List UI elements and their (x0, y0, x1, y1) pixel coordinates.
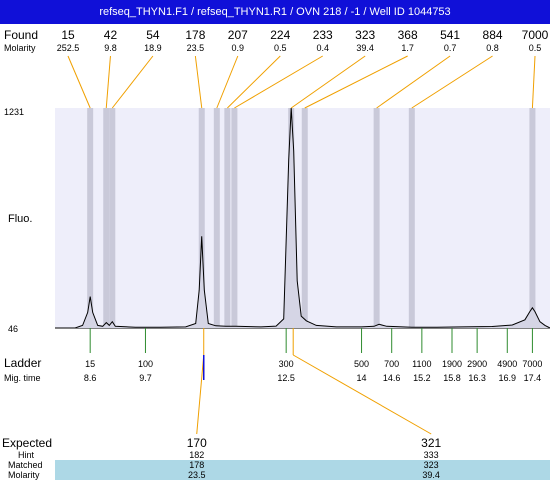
ladder-time-label: 16.3 (468, 373, 486, 383)
found-molarity-label: 23.5 (187, 43, 205, 53)
ladder-time-label: 8.6 (84, 373, 97, 383)
found-size-label: 224 (270, 28, 290, 42)
found-leader-line (111, 55, 154, 109)
ladder-ticks (89, 328, 533, 353)
found-molarity-label: 0.7 (444, 43, 457, 53)
matched-label: Matched (8, 460, 43, 470)
found-molarity-label: 18.9 (144, 43, 162, 53)
leader-lines (67, 55, 536, 435)
peak-band (213, 108, 220, 328)
found-size-label: 54 (146, 28, 160, 42)
found-size-label: 884 (483, 28, 503, 42)
ladder-values: 15 8.6 100 9.7 300 12.5 500 14 700 14.6 1100 15.2 19… (84, 359, 543, 383)
found-leader-line (67, 55, 91, 109)
expected-expected-value: 321 (421, 436, 441, 450)
expected-molarity-value: 39.4 (422, 470, 440, 480)
y-tick-max: 1231 (4, 107, 24, 117)
chart-title: refseq_THYN1.F1 / refseq_THYN1.R1 / OVN … (99, 6, 451, 18)
expected-hint-value: 333 (424, 450, 439, 460)
found-molarity-label: 252.5 (57, 43, 80, 53)
peak-band (373, 108, 380, 328)
ladder-size-label: 500 (354, 359, 369, 369)
found-leader-line (290, 55, 366, 109)
peak-band (103, 108, 110, 328)
bottom-molarity-label: Molarity (8, 470, 40, 480)
ladder-size-label: 1900 (442, 359, 462, 369)
found-molarity-label: 0.9 (232, 43, 245, 53)
peak-band (224, 108, 231, 328)
found-size-label: 42 (104, 28, 118, 42)
peak-band (408, 108, 415, 328)
ladder-size-label: 15 (85, 359, 95, 369)
found-leader-line (376, 55, 451, 109)
y-tick-min: 46 (8, 324, 18, 334)
found-molarity-label: 0.5 (274, 43, 287, 53)
ladder-size-label: 1100 (412, 359, 431, 369)
hint-label: Hint (18, 450, 35, 460)
ladder-time-label: 14 (357, 373, 367, 383)
found-molarity-label: 1.7 (401, 43, 414, 53)
ladder-time-label: 16.9 (499, 373, 517, 383)
y-axis-label: Fluo. (8, 213, 32, 225)
peak-band (198, 108, 205, 328)
ladder-time-label: 15.2 (413, 373, 431, 383)
ladder-label: Ladder (4, 356, 41, 370)
ladder-time-label: 9.7 (139, 373, 152, 383)
trace-line (55, 107, 550, 329)
mig-time-label: Mig. time (4, 373, 41, 383)
peak-band (529, 108, 536, 328)
found-leader-line (227, 55, 281, 109)
found-leader-line (194, 55, 203, 109)
found-size-label: 233 (313, 28, 333, 42)
expected-label: Expected (2, 436, 52, 450)
found-molarity-label: 0.4 (316, 43, 329, 53)
title-bar: refseq_THYN1.F1 / refseq_THYN1.R1 / OVN … (0, 0, 550, 24)
ladder-size-label: 300 (279, 359, 294, 369)
expected-leader-line (292, 354, 432, 435)
peak-band (231, 108, 238, 328)
found-size-label: 323 (355, 28, 375, 42)
found-size-label: 541 (440, 28, 460, 42)
expected-matched-value: 323 (424, 460, 439, 470)
ladder-size-label: 7000 (522, 359, 542, 369)
found-leader-line (411, 55, 493, 109)
expected-molarity-value: 23.5 (188, 470, 206, 480)
peak-band (87, 108, 94, 328)
expected-expected-value: 170 (187, 436, 207, 450)
found-leader-line (234, 55, 323, 109)
ladder-size-label: 4900 (497, 359, 517, 369)
ladder-size-label: 100 (138, 359, 153, 369)
found-size-label: 178 (185, 28, 205, 42)
expected-matched-value: 178 (189, 460, 204, 470)
found-leader-line (105, 55, 111, 109)
found-molarity-label: 9.8 (104, 43, 117, 53)
found-molarity-label: 0.8 (486, 43, 499, 53)
found-values: 15252.5429.85418.917823.52070.92240.5233… (57, 28, 549, 53)
matched-row-background (55, 460, 550, 480)
expected-hint-value: 182 (189, 450, 204, 460)
ladder-size-label: 700 (384, 359, 399, 369)
found-size-label: 368 (398, 28, 418, 42)
found-size-label: 207 (228, 28, 248, 42)
ladder-time-label: 17.4 (524, 373, 542, 383)
expected-leader-line (196, 354, 205, 435)
peak-band (301, 108, 308, 328)
found-molarity-label: 0.5 (529, 43, 542, 53)
molarity-label: Molarity (4, 43, 36, 53)
found-leader-line (216, 55, 239, 109)
found-size-label: 7000 (522, 28, 549, 42)
found-leader-line (304, 55, 408, 109)
found-leader-line (531, 55, 536, 109)
peak-band (109, 108, 116, 328)
ladder-time-label: 12.5 (277, 373, 295, 383)
ladder-size-label: 2900 (467, 359, 487, 369)
ladder-time-label: 14.6 (383, 373, 401, 383)
found-size-label: 15 (61, 28, 75, 42)
found-molarity-label: 39.4 (356, 43, 374, 53)
found-label: Found (4, 28, 38, 42)
ladder-time-label: 15.8 (443, 373, 461, 383)
